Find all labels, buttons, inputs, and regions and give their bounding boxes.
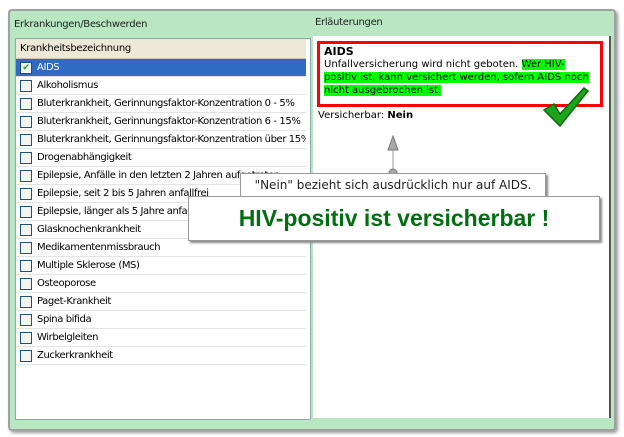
checkbox[interactable] (20, 295, 32, 308)
checkbox[interactable] (20, 241, 32, 254)
list-item[interactable]: Osteoporose (16, 275, 306, 293)
list-item[interactable]: Epilepsie, länger als 5 Jahre anfallfrei (16, 203, 306, 221)
list-item-label: Alkoholismus (37, 80, 98, 91)
checkbox[interactable] (20, 97, 32, 110)
list-item-label: Epilepsie, länger als 5 Jahre anfallfrei (37, 206, 207, 217)
list-item[interactable]: Alkoholismus (16, 77, 306, 95)
list-item[interactable]: Epilepsie, Anfälle in den letzten 2 Jahr… (16, 167, 306, 185)
headline-callout: HIV-positiv ist versicherbar ! (188, 196, 600, 241)
list-item-label: Epilepsie, Anfälle in den letzten 2 Jahr… (37, 170, 280, 181)
list-item[interactable]: Spina bifida (16, 311, 306, 329)
highlight-box: AIDS Unfallversicherung wird nicht gebot… (317, 41, 603, 107)
list-item[interactable]: Bluterkrankheit, Gerinnungsfaktor-Konzen… (16, 113, 306, 131)
list-item-label: Medikamentenmissbrauch (37, 242, 161, 253)
checkbox[interactable] (20, 205, 32, 218)
list-item-label: Spina bifida (37, 314, 92, 325)
list-item[interactable]: Wirbelgleiten (16, 329, 306, 347)
list-item-label: Multiple Sklerose (MS) (37, 260, 140, 271)
disease-list[interactable]: Krankheitsbezeichnung ✔ AIDS Alkoholismus B… (15, 38, 311, 420)
checkmark-icon (542, 86, 590, 128)
checkbox[interactable] (20, 223, 32, 236)
insurable-label: Versicherbar: (318, 110, 388, 121)
checkbox[interactable] (20, 133, 32, 146)
checkbox[interactable] (20, 277, 32, 290)
list-item[interactable]: Multiple Sklerose (MS) (16, 257, 306, 275)
list-item[interactable]: Paget-Krankheit (16, 293, 306, 311)
note-callout: "Nein" bezieht sich ausdrücklich nur auf… (240, 173, 546, 197)
list-item[interactable]: Bluterkrankheit, Gerinnungsfaktor-Konzen… (16, 95, 306, 113)
list-item-label: Bluterkrankheit, Gerinnungsfaktor-Konzen… (37, 134, 306, 145)
checkbox[interactable]: ✔ (20, 61, 32, 74)
list-item[interactable]: Bluterkrankheit, Gerinnungsfaktor-Konzen… (16, 131, 306, 149)
explanation-text: Unfallversicherung wird nicht geboten. (324, 59, 522, 70)
list-item-label: Bluterkrankheit, Gerinnungsfaktor-Konzen… (37, 116, 301, 127)
checkbox[interactable] (20, 151, 32, 164)
list-item-label: Wirbelgleiten (37, 332, 99, 343)
checkbox[interactable] (20, 349, 32, 362)
left-panel-title: Erkrankungen/Beschwerden (14, 19, 148, 30)
list-item-label: Epilepsie, seit 2 bis 5 Jahren anfallfre… (37, 188, 209, 199)
insurable-value: Nein (387, 110, 414, 121)
column-header[interactable]: Krankheitsbezeichnung (16, 39, 306, 59)
checkbox[interactable] (20, 115, 32, 128)
list-item[interactable]: Medikamentenmissbrauch (16, 239, 306, 257)
checkbox[interactable] (20, 259, 32, 272)
list-item[interactable]: Glasknochenkrankheit (16, 221, 306, 239)
list-item-label: Zuckerkrankheit (37, 350, 113, 361)
list-item[interactable]: Epilepsie, seit 2 bis 5 Jahren anfallfre… (16, 185, 306, 203)
checkbox[interactable] (20, 331, 32, 344)
right-panel-title: Erläuterungen (315, 17, 383, 28)
list-item-label: Glasknochenkrankheit (37, 224, 141, 235)
explanation-heading: AIDS (324, 45, 354, 58)
list-item-label: AIDS (37, 62, 60, 73)
list-item[interactable]: Drogenabhängigkeit (16, 149, 306, 167)
checkbox[interactable] (20, 79, 32, 92)
list-item[interactable]: ✔ AIDS (16, 59, 306, 77)
checkbox[interactable] (20, 313, 32, 326)
checkbox[interactable] (20, 169, 32, 182)
insurable-line: Versicherbar: Nein (318, 110, 413, 121)
list-item-label: Paget-Krankheit (37, 296, 111, 307)
arrow-pointer-icon (387, 134, 399, 178)
checkbox[interactable] (20, 187, 32, 200)
list-item-label: Osteoporose (37, 278, 96, 289)
list-item-label: Drogenabhängigkeit (37, 152, 132, 163)
list-item-label: Bluterkrankheit, Gerinnungsfaktor-Konzen… (37, 98, 295, 109)
list-item[interactable]: Zuckerkrankheit (16, 347, 306, 365)
